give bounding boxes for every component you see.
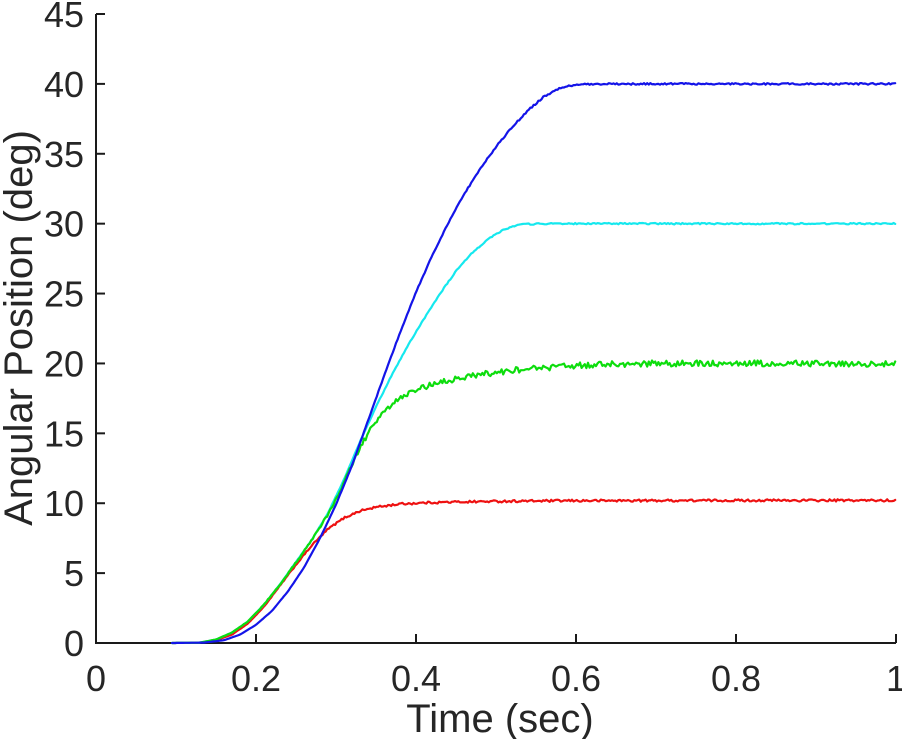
y-tick-label: 15 <box>44 413 84 454</box>
y-tick-label: 35 <box>44 134 84 175</box>
y-tick-label: 30 <box>44 204 84 245</box>
y-tick-label: 20 <box>44 343 84 384</box>
x-tick-label: 1 <box>886 658 902 699</box>
y-tick-label: 40 <box>44 64 84 105</box>
cyan-30deg-response-line <box>170 221 897 645</box>
y-tick-label: 25 <box>44 274 84 315</box>
blue-40deg-response-line <box>170 81 897 645</box>
x-axis-label: Time (sec) <box>406 697 593 739</box>
y-axis-label: Angular Position (deg) <box>0 130 41 526</box>
axis-spines <box>95 14 896 644</box>
y-tick-label: 0 <box>64 623 84 664</box>
series-lines <box>170 81 897 645</box>
y-tick-label: 10 <box>44 483 84 524</box>
x-tick-label: 0.2 <box>231 658 281 699</box>
x-tick-label: 0 <box>86 658 106 699</box>
x-tick-label: 0.4 <box>391 658 441 699</box>
y-tick-label: 5 <box>64 553 84 594</box>
x-tick-label: 0.8 <box>711 658 761 699</box>
x-tick-label: 0.6 <box>551 658 601 699</box>
red-10deg-response-line <box>170 498 897 645</box>
y-tick-label: 45 <box>44 0 84 35</box>
axes <box>95 14 896 644</box>
green-20deg-response-line <box>170 359 897 645</box>
